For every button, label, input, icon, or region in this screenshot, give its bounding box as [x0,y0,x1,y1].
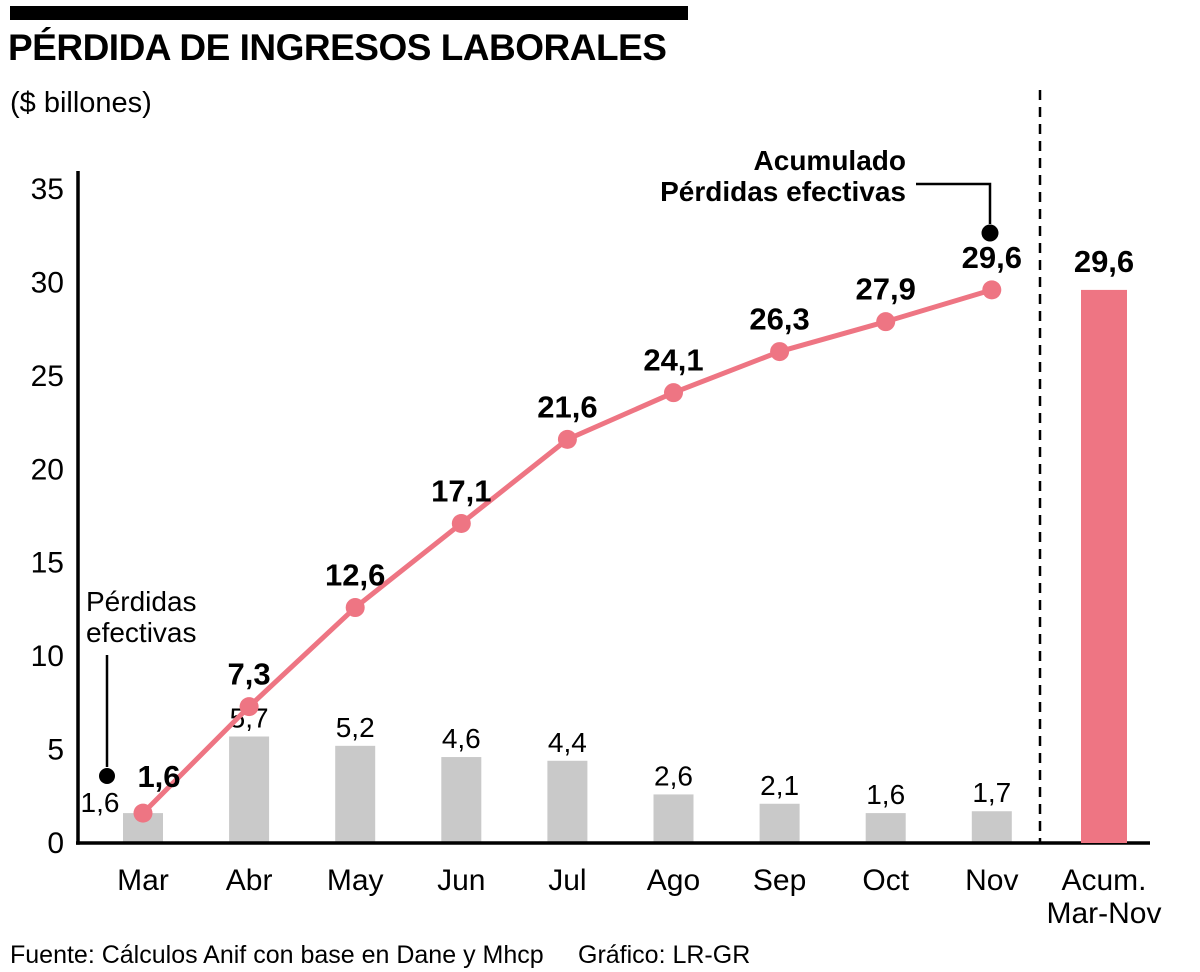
bar-value-label: 5,2 [336,712,375,743]
line-value-label: 27,9 [856,272,916,307]
x-tick-label: Ago [647,864,700,897]
line-marker [239,697,259,717]
accumulated-annotation: Acumulado Pérdidas efectivas [660,145,906,207]
bar-value-label: 2,1 [760,770,799,801]
y-tick-label: 20 [31,453,64,486]
accum-x-label-line1: Acum. [1061,864,1146,897]
accum-x-label-line2: Mar-Nov [1046,897,1161,930]
line-marker [451,513,471,533]
line-value-label: 12,6 [325,558,385,593]
y-tick-label: 10 [31,640,64,673]
accumulated-annotation-dot [981,224,999,242]
accumulated-annotation-connector [916,182,992,224]
line-marker [345,598,365,618]
y-tick-label: 25 [31,360,64,393]
monthly-bar [653,794,694,843]
accumulated-bar [1081,289,1127,844]
line-value-label: 17,1 [431,473,491,508]
x-tick-label: Sep [753,864,806,897]
monthly-bar [229,736,270,843]
accumulated-bar-value-label: 29,6 [1074,244,1134,279]
line-value-label: 21,6 [537,389,597,424]
y-tick-label: 0 [47,827,64,860]
line-marker [133,803,153,823]
y-tick-label: 5 [47,734,64,767]
line-marker [876,312,896,332]
y-tick-label: 35 [31,173,64,206]
line-marker [982,280,1002,300]
credit-note: Gráfico: LR-GR [578,941,751,969]
monthly-bar [547,760,588,843]
source-note: Fuente: Cálculos Anif con base en Dane y… [10,941,544,969]
line-marker [557,429,577,449]
x-tick-label: Nov [965,864,1018,897]
effective-losses-annotation-line1: Pérdidas [86,586,197,617]
monthly-bar [971,811,1012,843]
line-value-label: 24,1 [643,343,703,378]
effective-losses-annotation-line2: efectivas [86,617,197,648]
monthly-bar [335,745,376,843]
x-tick-label: Abr [226,864,273,897]
bar-value-label: 1,6 [81,787,120,818]
bar-value-label: 1,6 [866,779,905,810]
bar-value-label: 1,7 [972,777,1011,808]
y-tick-label: 30 [31,266,64,299]
monthly-bar [441,757,482,843]
effective-annotation-dot [99,768,115,784]
bar-value-label: 2,6 [654,760,693,791]
title-accent-bar [10,6,688,20]
chart-subtitle: ($ billones) [10,87,152,119]
x-tick-label: May [327,864,384,897]
x-tick-label: Jul [548,864,586,897]
line-value-label: 7,3 [228,657,271,692]
x-tick-label: Mar [117,864,169,897]
effective-losses-annotation: Pérdidas efectivas [86,586,197,648]
accumulated-annotation-line1: Acumulado [753,145,906,176]
x-tick-label: Jun [437,864,485,897]
monthly-bar [865,813,906,843]
bar-value-label: 4,4 [548,727,587,758]
y-tick-label: 15 [31,547,64,580]
accumulated-annotation-line2: Pérdidas efectivas [660,176,906,207]
line-value-label: 26,3 [749,302,809,337]
line-marker [770,342,790,362]
line-value-label: 1,6 [137,759,180,794]
line-value-label: 29,6 [962,240,1022,275]
line-marker [664,383,683,403]
monthly-bar [759,803,800,843]
chart-title: PÉRDIDA DE INGRESOS LABORALES [8,27,667,68]
x-tick-label: Oct [862,864,909,897]
bar-value-label: 4,6 [442,723,481,754]
